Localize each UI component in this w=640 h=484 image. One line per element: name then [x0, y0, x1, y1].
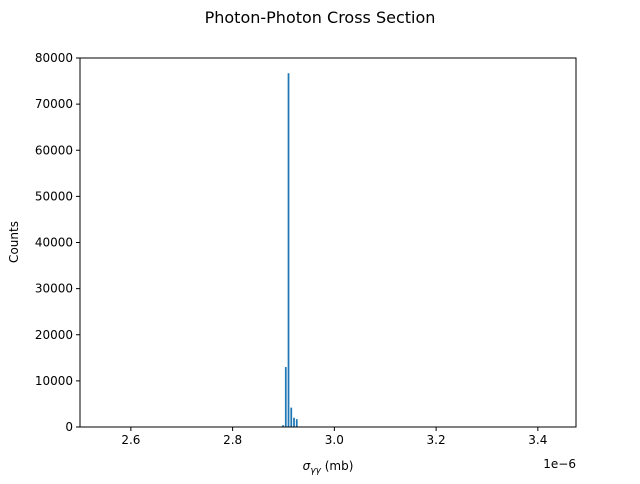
histogram-bar-0	[282, 425, 284, 427]
histogram-bar-3	[290, 407, 293, 427]
histogram-bar-2	[287, 73, 290, 427]
y-tick-label-7: 70000	[35, 97, 73, 111]
x-tick-label-4: 3.4	[528, 433, 547, 447]
x-axis-label: σγγ (mb)	[303, 459, 354, 476]
y-tick-label-1: 10000	[35, 374, 73, 388]
y-tick-label-8: 80000	[35, 51, 73, 65]
plot-frame	[79, 57, 577, 428]
histogram-bar-1	[284, 367, 287, 427]
chart-title: Photon-Photon Cross Section	[205, 8, 436, 27]
y-tick-label-4: 40000	[35, 236, 73, 250]
histogram-bar-4	[293, 417, 295, 427]
y-axis-ticks: 0 10000 20000 30000 40000 50000 60000 70000 8000…	[35, 51, 80, 434]
x-tick-label-1: 2.8	[223, 433, 242, 447]
x-tick-label-3: 3.2	[427, 433, 446, 447]
x-axis-ticks: 2.6 2.8 3.0 3.2 3.4	[121, 427, 547, 447]
histogram-bar-5	[295, 419, 298, 427]
y-tick-label-3: 30000	[35, 282, 73, 296]
x-tick-label-0: 2.6	[121, 433, 140, 447]
y-tick-label-6: 60000	[35, 143, 73, 157]
y-tick-label-5: 50000	[35, 189, 73, 203]
x-tick-label-2: 3.0	[325, 433, 344, 447]
x-axis-label-symbol: σ	[303, 459, 311, 473]
y-axis-label: Counts	[7, 221, 21, 263]
x-axis-offset-label: 1e−6	[543, 457, 576, 471]
x-axis-label-unit: (mb)	[321, 459, 353, 473]
bars-group	[282, 73, 298, 427]
x-axis-label-subscript: γγ	[310, 466, 321, 476]
y-tick-label-0: 0	[65, 420, 73, 434]
y-tick-label-2: 20000	[35, 328, 73, 342]
